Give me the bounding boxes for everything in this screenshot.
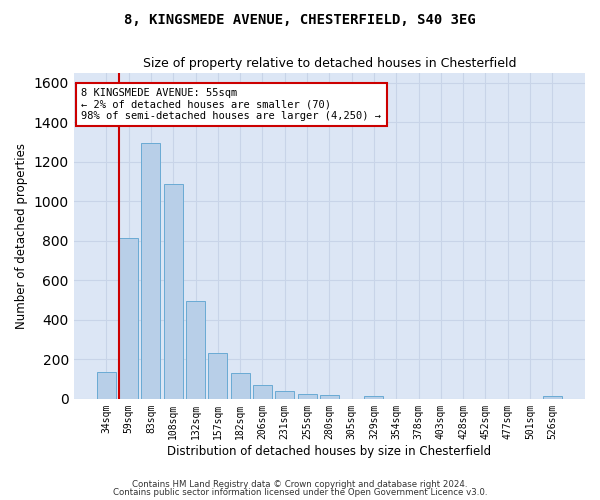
- Bar: [543, 396, 562, 399]
- Bar: [186, 301, 205, 399]
- Bar: [164, 184, 183, 399]
- Bar: [320, 395, 339, 399]
- Bar: [97, 372, 116, 399]
- Text: 8, KINGSMEDE AVENUE, CHESTERFIELD, S40 3EG: 8, KINGSMEDE AVENUE, CHESTERFIELD, S40 3…: [124, 12, 476, 26]
- Bar: [364, 396, 383, 399]
- Bar: [275, 391, 294, 399]
- Bar: [208, 353, 227, 399]
- X-axis label: Distribution of detached houses by size in Chesterfield: Distribution of detached houses by size …: [167, 444, 491, 458]
- Y-axis label: Number of detached properties: Number of detached properties: [15, 143, 28, 329]
- Bar: [253, 386, 272, 399]
- Text: Contains public sector information licensed under the Open Government Licence v3: Contains public sector information licen…: [113, 488, 487, 497]
- Bar: [119, 238, 138, 399]
- Text: 8 KINGSMEDE AVENUE: 55sqm
← 2% of detached houses are smaller (70)
98% of semi-d: 8 KINGSMEDE AVENUE: 55sqm ← 2% of detach…: [82, 88, 382, 121]
- Bar: [298, 394, 317, 399]
- Bar: [230, 373, 250, 399]
- Bar: [142, 143, 160, 399]
- Text: Contains HM Land Registry data © Crown copyright and database right 2024.: Contains HM Land Registry data © Crown c…: [132, 480, 468, 489]
- Title: Size of property relative to detached houses in Chesterfield: Size of property relative to detached ho…: [143, 58, 516, 70]
